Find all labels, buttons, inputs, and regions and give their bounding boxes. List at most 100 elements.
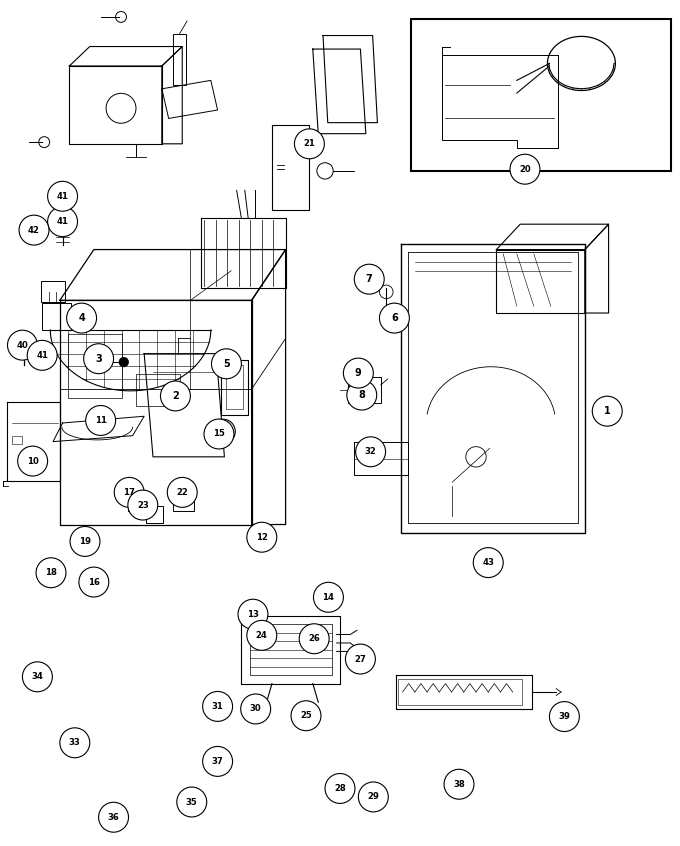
- Text: 29: 29: [367, 793, 379, 801]
- Text: 13: 13: [247, 610, 259, 618]
- Circle shape: [114, 477, 144, 508]
- Text: 28: 28: [334, 784, 346, 793]
- Circle shape: [38, 351, 46, 360]
- Circle shape: [48, 206, 78, 237]
- Text: 41: 41: [56, 217, 69, 226]
- Text: 15: 15: [213, 430, 225, 438]
- Bar: [348, 377, 381, 403]
- Text: 42: 42: [28, 226, 40, 234]
- Text: 22: 22: [176, 488, 188, 497]
- Circle shape: [39, 223, 46, 230]
- Text: 20: 20: [519, 165, 531, 173]
- Circle shape: [167, 477, 197, 508]
- Circle shape: [48, 181, 78, 212]
- Circle shape: [347, 380, 377, 410]
- Circle shape: [549, 701, 579, 732]
- Bar: [42, 303, 71, 330]
- Circle shape: [60, 728, 90, 758]
- Text: 17: 17: [123, 488, 135, 497]
- Circle shape: [356, 437, 386, 467]
- Text: 19: 19: [79, 537, 91, 546]
- Circle shape: [99, 802, 129, 832]
- Circle shape: [238, 599, 268, 629]
- Circle shape: [204, 419, 234, 449]
- Text: 12: 12: [256, 533, 268, 541]
- Circle shape: [7, 330, 37, 360]
- Bar: [12, 436, 22, 444]
- Text: 21: 21: [303, 140, 316, 148]
- Circle shape: [325, 773, 355, 804]
- Text: 5: 5: [223, 359, 230, 369]
- Circle shape: [86, 405, 116, 436]
- Text: 41: 41: [36, 351, 48, 360]
- Circle shape: [67, 303, 97, 333]
- Text: 32: 32: [364, 448, 377, 456]
- Text: 31: 31: [211, 702, 224, 711]
- Circle shape: [36, 558, 66, 588]
- Text: 26: 26: [308, 634, 320, 643]
- Circle shape: [291, 700, 321, 731]
- Text: 23: 23: [137, 501, 149, 509]
- Circle shape: [379, 303, 409, 333]
- Bar: [128, 492, 148, 511]
- Circle shape: [345, 644, 375, 674]
- Circle shape: [119, 357, 129, 367]
- Text: 35: 35: [186, 798, 198, 806]
- Text: 33: 33: [69, 739, 81, 747]
- Circle shape: [294, 129, 324, 159]
- Text: 3: 3: [95, 354, 102, 364]
- Text: 18: 18: [45, 569, 57, 577]
- Text: 40: 40: [16, 341, 29, 349]
- Circle shape: [70, 526, 100, 557]
- Circle shape: [27, 340, 57, 371]
- Bar: [411, 19, 671, 171]
- Circle shape: [358, 782, 388, 812]
- Circle shape: [203, 746, 233, 777]
- Circle shape: [473, 547, 503, 578]
- Circle shape: [247, 620, 277, 651]
- Bar: [173, 34, 186, 85]
- Circle shape: [211, 420, 235, 443]
- Circle shape: [241, 694, 271, 724]
- Circle shape: [84, 343, 114, 374]
- Circle shape: [299, 624, 329, 654]
- Text: 39: 39: [558, 712, 571, 721]
- Text: 10: 10: [27, 457, 39, 465]
- Bar: [173, 491, 194, 511]
- Text: 41: 41: [56, 192, 69, 201]
- Circle shape: [444, 769, 474, 799]
- Bar: [41, 281, 65, 302]
- Circle shape: [128, 490, 158, 520]
- Circle shape: [18, 446, 48, 476]
- Circle shape: [19, 215, 49, 245]
- Text: 9: 9: [355, 368, 362, 378]
- Circle shape: [22, 662, 52, 692]
- Text: 37: 37: [211, 757, 224, 766]
- Text: 24: 24: [256, 631, 268, 640]
- Text: 30: 30: [250, 705, 262, 713]
- Circle shape: [343, 358, 373, 388]
- Text: 11: 11: [95, 416, 107, 425]
- Text: 25: 25: [300, 711, 312, 720]
- Bar: [398, 679, 522, 705]
- Text: 27: 27: [354, 655, 367, 663]
- Circle shape: [79, 567, 109, 597]
- Circle shape: [592, 396, 622, 426]
- Text: 16: 16: [88, 578, 100, 586]
- Text: 38: 38: [453, 780, 465, 788]
- Circle shape: [313, 582, 343, 613]
- Text: 6: 6: [391, 313, 398, 323]
- Bar: [136, 374, 180, 406]
- Circle shape: [177, 787, 207, 817]
- Bar: [226, 365, 243, 409]
- Text: 43: 43: [482, 558, 494, 567]
- Text: 7: 7: [366, 274, 373, 284]
- Circle shape: [510, 154, 540, 184]
- Circle shape: [160, 381, 190, 411]
- Text: 2: 2: [172, 391, 179, 401]
- Circle shape: [247, 522, 277, 552]
- Bar: [68, 334, 122, 398]
- Bar: [221, 360, 248, 415]
- Text: 34: 34: [31, 673, 44, 681]
- Text: 8: 8: [358, 390, 365, 400]
